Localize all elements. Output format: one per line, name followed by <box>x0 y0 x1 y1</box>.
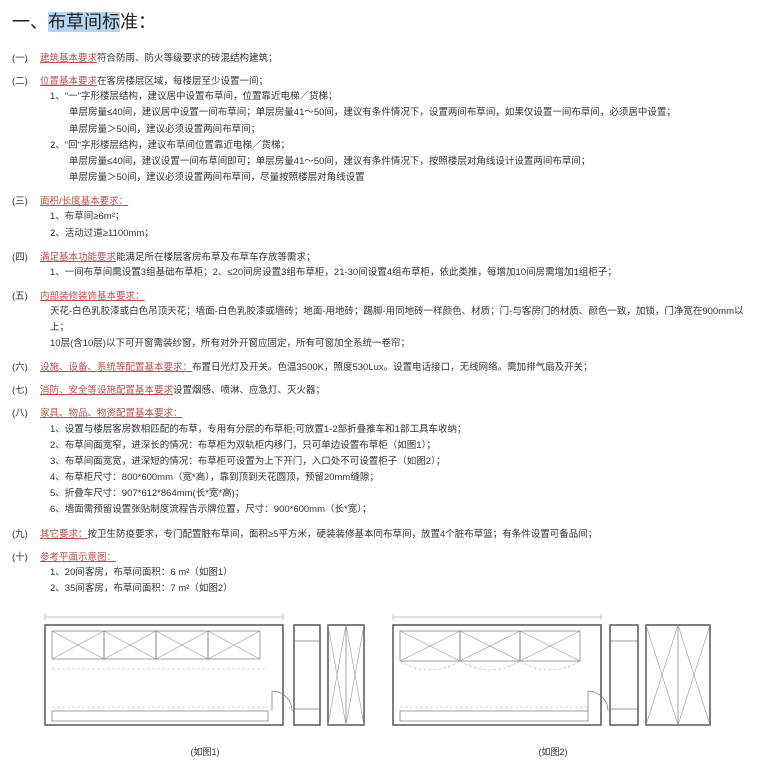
figure-2-svg <box>388 611 718 741</box>
figure-2-caption: (如图2) <box>388 745 718 759</box>
item-body: 家具、物品、物资配置基本要求： 1、设置与楼层客房数相匹配的布草，专用有分层的布草… <box>40 406 748 518</box>
item-tail: 设置烟感、喷淋、应急灯、灭火器； <box>173 385 325 396</box>
sub-item: 单层房量＞50间，建议必须设置两间布草间； <box>50 122 748 137</box>
item-heading: 满足基本功能要求 <box>40 252 116 263</box>
sub-item: 6、墙面需预留设置张贴制度流程告示牌位置，尺寸：900*600mm（长*宽）； <box>50 502 748 517</box>
sub-list: 1、布草间≥6m²； 2、活动过道≥1100mm； <box>40 209 748 240</box>
sub-item: 2、35间客房，布草间面积：7 m²（如图2） <box>50 581 748 596</box>
item-number: (九) <box>12 527 40 542</box>
item-heading: 位置基本要求 <box>40 76 97 87</box>
figures-row: (如图1) <box>12 611 748 759</box>
title-suffix: 准： <box>120 12 156 32</box>
item-row: (四)满足基本功能要求能满足所在楼层客房布草及布草车存放等需求； 1、一间布草间需… <box>12 250 748 281</box>
sub-list: 1、"一"字形楼层结构，建议居中设置布草间，位置靠近电梯／货梯； 单层房量≤40… <box>40 89 748 185</box>
item-number: (十) <box>12 550 40 598</box>
item-body: 其它要求：按卫生防疫要求，专门配置脏布草间，面积≥5平方米，硬装装修基本同布草间… <box>40 527 748 542</box>
sub-item: 单层房量≤40间，建议居中设置一间布草间；单层房量41～50间，建议有条件情况下… <box>50 105 748 120</box>
sub-list: 1、20间客房，布草间面积：6 m²（如图1）2、35间客房，布草间面积：7 m… <box>40 565 748 596</box>
sub-item: 1、设置与楼层客房数相匹配的布草，专用有分层的布草柜;可放置1-2部折叠推车和1… <box>50 422 748 437</box>
title-highlight: 布草间标 <box>48 12 120 32</box>
sub-item: 1、"一"字形楼层结构，建议居中设置布草间，位置靠近电梯／货梯； <box>50 89 748 104</box>
item-heading: 家具、物品、物资配置基本要求： <box>40 408 183 419</box>
item-tail: 布置日光灯及开关。色温3500K，照度530Lux。设置电话接口，无线网络。需加… <box>192 362 593 373</box>
item-tail: 按卫生防疫要求，专门配置脏布草间，面积≥5平方米，硬装装修基本同布草间，放置4个… <box>88 529 598 540</box>
item-row: (六)设施、设备、系统等配置基本要求：布置日光灯及开关。色温3500K，照度53… <box>12 360 748 375</box>
item-heading: 其它要求： <box>40 529 88 540</box>
item-body: 位置基本要求在客房楼层区域，每楼层至少设置一间； 1、"一"字形楼层结构，建议居中… <box>40 74 748 186</box>
item-body: 消防、安全等设施配置基本要求设置烟感、喷淋、应急灯、灭火器； <box>40 383 748 398</box>
figure-2: (如图2) <box>388 611 718 759</box>
sub-list: 1、一间布草间需设置3组基础布草柜；2、≤20间房设置3组布草柜，21-30间设… <box>40 265 748 280</box>
sub-list: 天花-白色乳胶漆或白色吊顶天花；墙面-白色乳胶漆或墙砖；地面-用地砖；踢脚-用同… <box>40 304 748 351</box>
item-tail: 符合防雨、防火等级要求的砖混结构建筑； <box>97 53 278 64</box>
sub-item: 1、布草间≥6m²； <box>50 209 748 224</box>
sub-item: 3、布草间面宽宽，进深短的情况：布草柜可设置为上下开门，入口处不可设置柜子（如图… <box>50 454 748 469</box>
item-body: 设施、设备、系统等配置基本要求：布置日光灯及开关。色温3500K，照度530Lu… <box>40 360 748 375</box>
item-heading: 内部装修装饰基本要求： <box>40 291 145 302</box>
page-title: 一、布草间标准： <box>12 8 748 37</box>
item-heading: 消防、安全等设施配置基本要求 <box>40 385 173 396</box>
item-number: (七) <box>12 383 40 398</box>
item-body: 建筑基本要求符合防雨、防火等级要求的砖混结构建筑； <box>40 51 748 66</box>
item-tail: 能满足所在楼层客房布草及布草车存放等需求； <box>116 252 316 263</box>
item-body: 面积/长度基本要求： 1、布草间≥6m²； 2、活动过道≥1100mm； <box>40 194 748 242</box>
sub-item: 5、折叠车尺寸：907*612*864mm(长*宽*高)； <box>50 486 748 501</box>
sub-item: 2、活动过道≥1100mm； <box>50 226 748 241</box>
item-row: (一)建筑基本要求符合防雨、防火等级要求的砖混结构建筑； <box>12 51 748 66</box>
item-heading: 建筑基本要求 <box>40 53 97 64</box>
item-number: (四) <box>12 250 40 281</box>
figure-1-caption: (如图1) <box>40 745 370 759</box>
item-heading: 参考平面示意图： <box>40 552 116 563</box>
sub-item: 单层房量≤40间，建议设置一间布草间即可；单层房量41～50间，建议有条件情况下… <box>50 154 748 169</box>
sub-item: 2、布草间面宽窄，进深长的情况：布草柜为双轨柜内移门，只可单边设置布草柜（如图1… <box>50 438 748 453</box>
item-tail: 在客房楼层区域，每楼层至少设置一间； <box>97 76 268 87</box>
item-body: 满足基本功能要求能满足所在楼层客房布草及布草车存放等需求； 1、一间布草间需设置3… <box>40 250 748 281</box>
items-list: (一)建筑基本要求符合防雨、防火等级要求的砖混结构建筑；(二)位置基本要求在客房… <box>12 51 748 606</box>
item-number: (五) <box>12 289 40 352</box>
sub-item: 单层房量＞50间，建议必须设置两间布草间，尽量按照楼层对角线设置 <box>50 170 748 185</box>
item-body: 内部装修装饰基本要求： 天花-白色乳胶漆或白色吊顶天花；墙面-白色乳胶漆或墙砖；地… <box>40 289 748 352</box>
sub-item: 1、一间布草间需设置3组基础布草柜；2、≤20间房设置3组布草柜，21-30间设… <box>50 265 748 280</box>
title-prefix: 一、 <box>12 12 48 32</box>
sub-item: 2、"回"字形楼层结构，建议布草间位置靠近电梯／货梯； <box>50 138 748 153</box>
sub-item: 1、20间客房，布草间面积：6 m²（如图1） <box>50 565 748 580</box>
item-heading: 设施、设备、系统等配置基本要求： <box>40 362 192 373</box>
figure-1: (如图1) <box>40 611 370 759</box>
item-heading: 面积/长度基本要求： <box>40 196 128 207</box>
item-row: (七)消防、安全等设施配置基本要求设置烟感、喷淋、应急灯、灭火器； <box>12 383 748 398</box>
item-row: (八)家具、物品、物资配置基本要求： 1、设置与楼层客房数相匹配的布草，专用有分层… <box>12 406 748 518</box>
item-row: (五)内部装修装饰基本要求： 天花-白色乳胶漆或白色吊顶天花；墙面-白色乳胶漆或墙… <box>12 289 748 352</box>
item-number: (三) <box>12 194 40 242</box>
item-number: (一) <box>12 51 40 66</box>
item-number: (八) <box>12 406 40 518</box>
sub-list: 1、设置与楼层客房数相匹配的布草，专用有分层的布草柜;可放置1-2部折叠推车和1… <box>40 422 748 518</box>
item-row: (九)其它要求：按卫生防疫要求，专门配置脏布草间，面积≥5平方米，硬装装修基本同… <box>12 527 748 542</box>
item-row: (三)面积/长度基本要求： 1、布草间≥6m²； 2、活动过道≥1100mm； <box>12 194 748 242</box>
item-number: (二) <box>12 74 40 186</box>
sub-item: 4、布草柜尺寸：800*600mm（宽*高），靠到顶到天花圆顶，预留20mm缝隙… <box>50 470 748 485</box>
item-number: (六) <box>12 360 40 375</box>
figure-1-svg <box>40 611 370 741</box>
sub-item: 10层(含10层)以下可开窗需装纱窗，所有对外开窗应固定，所有可窗加全系统一卷帘… <box>50 336 748 351</box>
item-row: (十)参考平面示意图： 1、20间客房，布草间面积：6 m²（如图1）2、35间客… <box>12 550 748 598</box>
item-body: 参考平面示意图： 1、20间客房，布草间面积：6 m²（如图1）2、35间客房，布… <box>40 550 748 598</box>
sub-item: 天花-白色乳胶漆或白色吊顶天花；墙面-白色乳胶漆或墙砖；地面-用地砖；踢脚-用同… <box>50 304 748 334</box>
item-row: (二)位置基本要求在客房楼层区域，每楼层至少设置一间； 1、"一"字形楼层结构，建… <box>12 74 748 186</box>
